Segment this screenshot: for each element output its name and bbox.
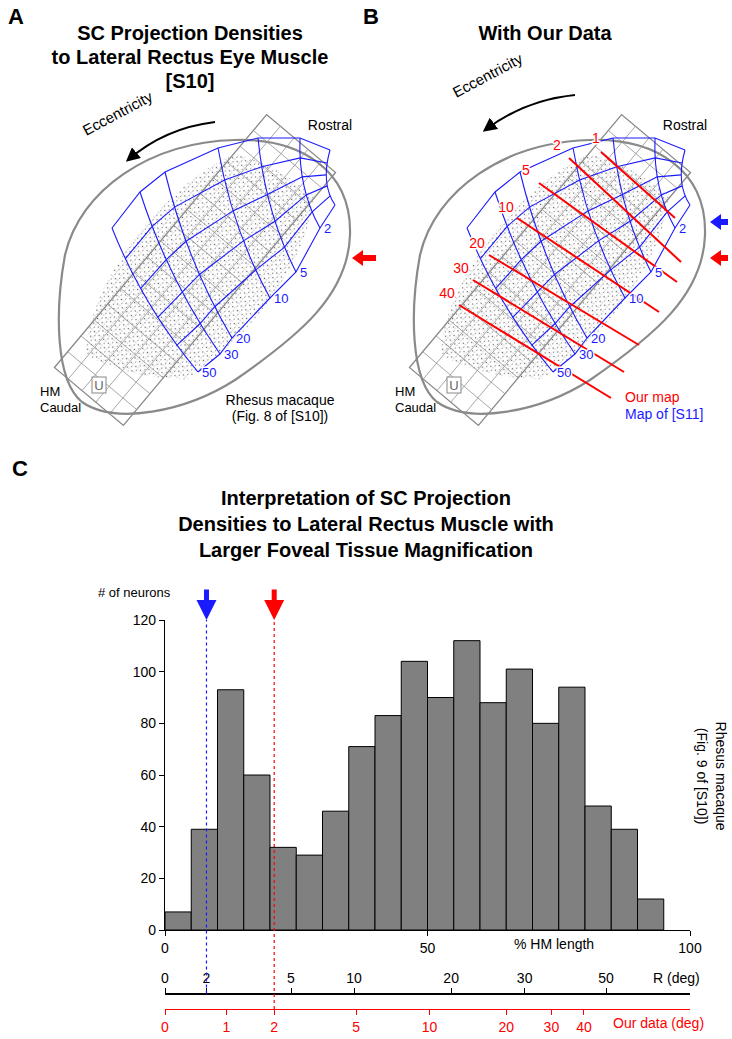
svg-text:(Fig. 8 of [S10]): (Fig. 8 of [S10]) <box>232 408 328 424</box>
svg-text:100: 100 <box>133 664 157 680</box>
svg-text:20: 20 <box>140 870 156 886</box>
svg-text:C: C <box>12 456 28 481</box>
svg-text:% HM length: % HM length <box>514 936 594 952</box>
svg-text:[S10]: [S10] <box>166 70 215 92</box>
svg-text:2: 2 <box>553 137 561 153</box>
svg-text:With Our Data: With Our Data <box>478 22 612 44</box>
svg-text:100: 100 <box>678 940 702 956</box>
svg-text:30: 30 <box>579 347 593 362</box>
svg-text:# of neurons: # of neurons <box>98 585 171 600</box>
svg-text:20: 20 <box>443 970 459 986</box>
svg-text:Map of [S11]: Map of [S11] <box>625 406 703 422</box>
svg-text:HM: HM <box>395 384 415 399</box>
svg-text:to Lateral Rectus Eye Muscle: to Lateral Rectus Eye Muscle <box>52 46 329 68</box>
svg-text:U: U <box>94 378 103 393</box>
svg-text:60: 60 <box>140 767 156 783</box>
svg-text:50: 50 <box>557 365 571 380</box>
svg-text:HM: HM <box>40 384 60 399</box>
svg-text:Eccentricity: Eccentricity <box>450 49 526 100</box>
svg-text:30: 30 <box>517 970 533 986</box>
svg-text:Caudal: Caudal <box>395 400 436 415</box>
svg-text:40: 40 <box>576 1019 592 1035</box>
svg-text:Caudal: Caudal <box>40 400 81 415</box>
svg-text:20: 20 <box>469 235 485 251</box>
svg-text:0: 0 <box>161 970 169 986</box>
svg-text:2: 2 <box>270 1019 278 1035</box>
svg-text:Eccentricity: Eccentricity <box>80 87 156 138</box>
svg-text:50: 50 <box>598 970 614 986</box>
svg-text:80: 80 <box>140 715 156 731</box>
svg-text:0: 0 <box>161 1019 169 1035</box>
svg-text:Our map: Our map <box>625 389 680 405</box>
svg-text:20: 20 <box>498 1019 514 1035</box>
svg-text:120: 120 <box>133 612 157 628</box>
svg-text:30: 30 <box>224 347 238 362</box>
svg-text:30: 30 <box>453 260 469 276</box>
svg-text:10: 10 <box>346 970 362 986</box>
svg-text:50: 50 <box>420 940 436 956</box>
svg-text:B: B <box>363 4 379 29</box>
svg-text:Rostral: Rostral <box>663 117 707 133</box>
svg-text:2: 2 <box>203 970 211 986</box>
svg-text:U: U <box>449 378 458 393</box>
svg-text:5: 5 <box>287 970 295 986</box>
svg-text:A: A <box>8 4 24 29</box>
svg-text:Rostral: Rostral <box>308 117 352 133</box>
svg-text:40: 40 <box>439 285 455 301</box>
svg-text:5: 5 <box>522 162 530 178</box>
svg-text:5: 5 <box>300 265 307 280</box>
svg-text:2: 2 <box>324 221 331 236</box>
svg-text:Rhesus macaque(Fig. 9 of [S10]: Rhesus macaque(Fig. 9 of [S10]) <box>694 722 728 831</box>
svg-text:20: 20 <box>591 331 605 346</box>
svg-text:50: 50 <box>202 365 216 380</box>
svg-text:Rhesus macaque: Rhesus macaque <box>226 392 335 408</box>
svg-text:20: 20 <box>236 331 250 346</box>
svg-text:1: 1 <box>223 1019 231 1035</box>
svg-text:2: 2 <box>679 221 686 236</box>
svg-text:0: 0 <box>148 922 156 938</box>
svg-text:5: 5 <box>655 265 662 280</box>
svg-text:10: 10 <box>498 199 514 215</box>
svg-text:1: 1 <box>592 130 600 146</box>
svg-text:SC Projection Densities: SC Projection Densities <box>77 22 303 44</box>
svg-text:30: 30 <box>544 1019 560 1035</box>
svg-text:10: 10 <box>274 291 288 306</box>
svg-text:Our data (deg): Our data (deg) <box>613 1015 704 1031</box>
svg-text:0: 0 <box>161 940 169 956</box>
svg-text:Interpretation of SC Projectio: Interpretation of SC ProjectionDensities… <box>178 487 554 561</box>
svg-text:5: 5 <box>352 1019 360 1035</box>
svg-text:40: 40 <box>140 819 156 835</box>
svg-text:R (deg): R (deg) <box>653 970 700 986</box>
svg-text:10: 10 <box>629 291 643 306</box>
svg-text:10: 10 <box>422 1019 438 1035</box>
